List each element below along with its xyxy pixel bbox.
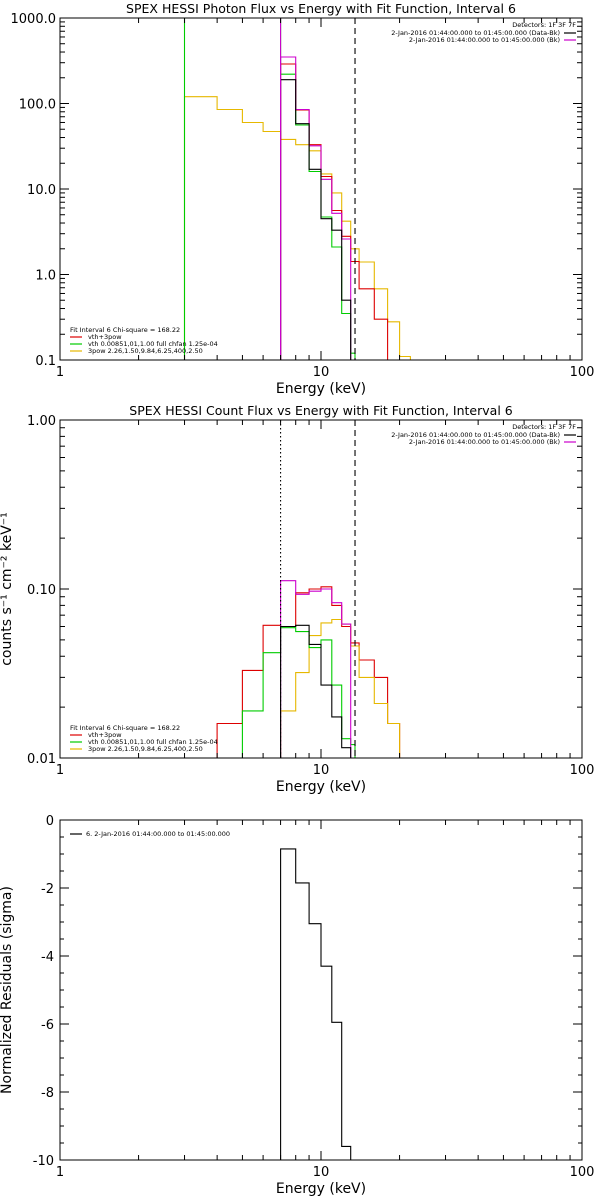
y-tick-label: 0.10 — [27, 583, 56, 598]
x-axis-label: Energy (keV) — [276, 381, 366, 397]
detectors-label: Detectors: 1F 3F 7F — [512, 21, 576, 29]
time-legend-entry: 2-Jan-2016 01:44:00.000 to 01:45:00.000 … — [391, 29, 560, 37]
y-tick-label: 0.1 — [35, 354, 56, 369]
plot-area-1 — [183, 18, 411, 360]
y-tick-label: -2 — [41, 882, 54, 897]
chart-title: SPEX HESSI Photon Flux vs Energy with Fi… — [126, 1, 516, 16]
y-tick-label: -4 — [41, 950, 54, 965]
fit-legend-entry: vth+3pow — [88, 333, 122, 341]
series-3-step-line — [241, 627, 356, 758]
fit-legend-header: Fit Interval 6 Chi-square = 168.22 — [70, 326, 180, 334]
y-tick-label: -10 — [33, 1154, 54, 1169]
series-2-step-line — [280, 618, 401, 758]
x-tick-label: 10 — [313, 1165, 330, 1180]
y-axis-label: Normalized Residuals (sigma) — [0, 886, 15, 1094]
x-tick-label: 1 — [56, 763, 64, 778]
series-2-step-line — [183, 18, 356, 360]
series-4-step-line — [280, 580, 352, 758]
x-tick-label: 10 — [313, 365, 330, 380]
series-5-step-line — [280, 624, 352, 758]
chart-title: SPEX HESSI Count Flux vs Energy with Fit… — [129, 403, 512, 418]
residual-legend-entry: 6. 2-Jan-2016 01:44:00.000 to 01:45:00.0… — [86, 830, 230, 838]
x-tick-label: 1 — [56, 1165, 64, 1180]
fit-legend-entry: vth 0.00851,01,1.00 full chfan 1.25e-04 — [88, 340, 218, 348]
fit-legend-entry: 3pow 2.26,1.50,9.84,6.25,400,2.50 — [88, 745, 203, 753]
detectors-label: Detectors: 1F 3F 7F — [512, 423, 576, 431]
y-tick-label: 0 — [46, 814, 54, 829]
plot-frame-3 — [59, 819, 583, 1161]
fit-legend-header: Fit Interval 6 Chi-square = 168.22 — [70, 724, 180, 732]
y-tick-label: 100.0 — [19, 98, 56, 113]
x-tick-label: 100 — [570, 763, 595, 778]
plot-area-2 — [216, 580, 401, 758]
plot-area-3 — [280, 848, 352, 1160]
x-tick-label: 10 — [313, 763, 330, 778]
time-legend-entry: 2-Jan-2016 01:44:00.000 to 01:45:00.000 … — [409, 36, 560, 44]
fit-legend-entry: vth 0.00851,01,1.00 full chfan 1.25e-04 — [88, 738, 218, 746]
series-1-step-line — [216, 586, 401, 758]
series-1-step-line — [183, 96, 411, 360]
x-axis-label: Energy (keV) — [276, 1181, 366, 1197]
time-legend-entry: 2-Jan-2016 01:44:00.000 to 01:45:00.000 … — [409, 438, 560, 446]
y-axis-label: counts s⁻¹ cm⁻² keV⁻¹ — [0, 512, 15, 666]
fit-legend-entry: vth+3pow — [88, 731, 122, 739]
series-5-step-line — [280, 79, 352, 360]
y-tick-label: 1000.0 — [11, 12, 57, 27]
y-tick-label: 0.01 — [27, 752, 56, 767]
y-tick-label: 1.0 — [35, 269, 56, 284]
series-4-step-line — [280, 56, 352, 360]
y-tick-label: 1.00 — [27, 414, 56, 429]
series-1-step-line — [280, 848, 352, 1160]
fit-legend-entry: 3pow 2.26,1.50,9.84,6.25,400,2.50 — [88, 347, 203, 355]
y-tick-label: 10.0 — [27, 183, 56, 198]
y-tick-label: -8 — [41, 1086, 54, 1101]
x-tick-label: 100 — [570, 1165, 595, 1180]
x-tick-label: 1 — [56, 365, 64, 380]
time-legend-entry: 2-Jan-2016 01:44:00.000 to 01:45:00.000 … — [391, 431, 560, 439]
y-tick-label: -6 — [41, 1018, 54, 1033]
x-tick-label: 100 — [570, 365, 595, 380]
x-axis-label: Energy (keV) — [276, 779, 366, 795]
